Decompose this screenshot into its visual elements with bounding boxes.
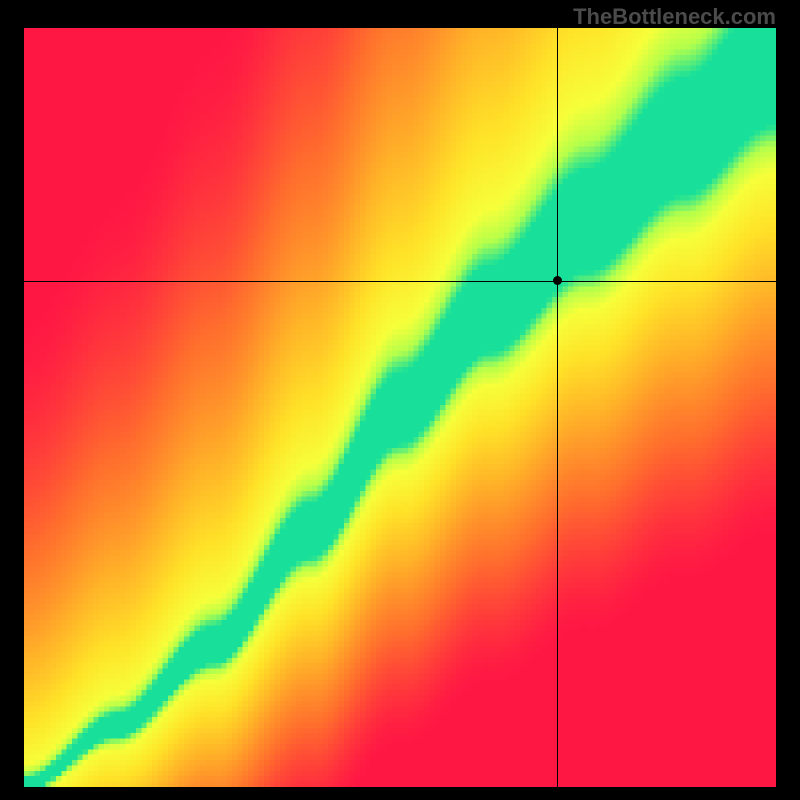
crosshair-vertical [557,28,558,787]
bottleneck-heatmap [24,28,776,787]
watermark-text: TheBottleneck.com [573,4,776,30]
chart-container: TheBottleneck.com [0,0,800,800]
crosshair-horizontal [24,281,776,282]
crosshair-marker-dot [553,276,562,285]
